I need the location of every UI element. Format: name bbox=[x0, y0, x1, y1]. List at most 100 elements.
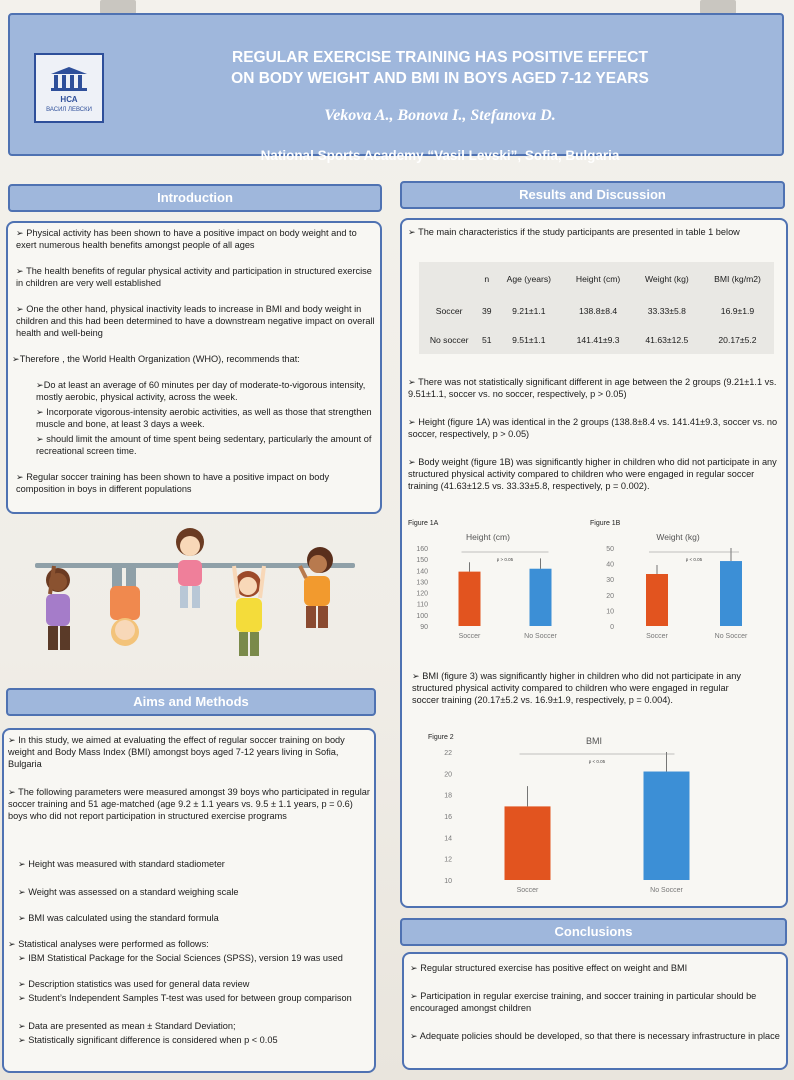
method-item: ➢ Height was measured with standard stad… bbox=[18, 859, 225, 869]
stats-item: ➢ Data are presented as mean ± Standard … bbox=[18, 1021, 236, 1031]
chart-title: Height (cm) bbox=[466, 532, 510, 542]
table-cell: 41.63±12.5 bbox=[645, 335, 689, 345]
table-cell: No soccer bbox=[429, 335, 469, 345]
binder-clip bbox=[700, 0, 736, 14]
y-tick-label: 10 bbox=[606, 608, 614, 615]
logo-motto: ВАСИЛ ЛЕВСКИ bbox=[46, 107, 92, 113]
result-bullet: ➢ Height (figure 1A) was identical in th… bbox=[408, 417, 778, 440]
x-tick-label: No Soccer bbox=[524, 633, 557, 640]
intro-subbullet: ➢ Incorporate vigorous-intensity aerobic… bbox=[36, 407, 372, 430]
stats-heading: ➢ Statistical analyses were performed as… bbox=[8, 939, 209, 949]
table-cell: 9.21±1.1 bbox=[512, 306, 546, 316]
bar bbox=[504, 806, 551, 880]
chart-title: BMI bbox=[586, 736, 602, 746]
table-header-row: n Age (years) Height (cm) Weight (kg) BM… bbox=[419, 262, 774, 296]
figure-label: Figure 2 bbox=[428, 734, 454, 741]
y-tick-label: 160 bbox=[416, 546, 428, 553]
y-tick-label: 20 bbox=[444, 771, 452, 778]
table-cell: 141.41±9.3 bbox=[576, 335, 620, 345]
y-tick-label: 10 bbox=[444, 878, 452, 885]
y-tick-label: 0 bbox=[610, 624, 614, 631]
stats-item: ➢ Description statistics was used for ge… bbox=[18, 979, 250, 989]
y-tick-label: 90 bbox=[420, 624, 428, 631]
result-bullet: ➢ There was not statistically significan… bbox=[408, 377, 777, 400]
results-heading: Results and Discussion bbox=[400, 181, 785, 209]
title-line-1: REGULAR EXERCISE TRAINING HAS POSITIVE E… bbox=[232, 49, 648, 66]
y-tick-label: 100 bbox=[416, 613, 428, 620]
y-tick-label: 120 bbox=[416, 591, 428, 598]
y-tick-label: 130 bbox=[416, 579, 428, 586]
y-tick-label: 20 bbox=[606, 593, 614, 600]
figure-2-bmi-chart: Figure 2 BMI 10 12 14 16 18 20 22 Soccer No Soccer… bbox=[428, 734, 690, 894]
nsa-logo: НСА ВАСИЛ ЛЕВСКИ bbox=[34, 53, 104, 123]
intro-bullet: ➢ Regular soccer training has been shown… bbox=[16, 472, 330, 495]
table-header-cell: Age (years) bbox=[506, 274, 552, 284]
bar bbox=[529, 568, 552, 626]
stats-item: ➢ IBM Statistical Package for the Social… bbox=[18, 953, 343, 963]
y-tick-label: 30 bbox=[606, 577, 614, 584]
authors: Vekova A., Bonova I., Stefanova D. bbox=[324, 107, 556, 124]
y-tick-label: 50 bbox=[606, 546, 614, 553]
method-item: ➢ BMI was calculated using the standard … bbox=[18, 913, 219, 923]
figure-1a-height-chart: Figure 1A Height (cm) 90 100 110 120 130 140 150… bbox=[408, 520, 558, 640]
introduction-heading: Introduction bbox=[8, 184, 382, 212]
logo-text: НСА bbox=[60, 95, 78, 104]
p-value-annotation: p < 0.05 bbox=[589, 759, 606, 764]
y-tick-label: 150 bbox=[416, 557, 428, 564]
table-cell: 51 bbox=[481, 335, 492, 345]
institution: National Sports Academy “Vasil Levski”, … bbox=[260, 148, 620, 163]
y-tick-label: 110 bbox=[417, 602, 428, 609]
aims-heading: Aims and Methods bbox=[6, 688, 376, 716]
table-cell: 33.33±5.8 bbox=[647, 306, 686, 316]
p-value-annotation: p > 0.05 bbox=[497, 557, 514, 562]
y-tick-label: 12 bbox=[444, 857, 452, 864]
x-tick-label: No Soccer bbox=[715, 633, 748, 640]
y-tick-label: 18 bbox=[444, 793, 452, 800]
x-tick-label: Soccer bbox=[646, 633, 668, 640]
intro-subbullet: ➢Do at least an average of 60 minutes pe… bbox=[36, 380, 366, 403]
y-tick-label: 16 bbox=[444, 814, 452, 821]
intro-bullet: ➢ Physical activity has been shown to ha… bbox=[16, 228, 357, 251]
bar bbox=[643, 771, 690, 880]
poster-header: НСА ВАСИЛ ЛЕВСКИ REGULAR EXERCISE TRAINI… bbox=[8, 13, 784, 163]
table-cell: 20.17±5.2 bbox=[718, 335, 757, 345]
intro-bullet: ➢ One the other hand, physical inactivit… bbox=[16, 304, 375, 339]
title-line-2: ON BODY WEIGHT AND BMI IN BOYS AGED 7-12… bbox=[231, 70, 649, 87]
y-tick-label: 140 bbox=[416, 568, 428, 575]
x-tick-label: No Soccer bbox=[650, 887, 683, 894]
table-header-cell bbox=[419, 262, 479, 296]
stats-item: ➢ Student’s Independent Samples T-test w… bbox=[18, 993, 352, 1003]
bar bbox=[458, 571, 481, 626]
x-tick-label: Soccer bbox=[517, 887, 539, 894]
aims-box: ➢ In this study, we aimed at evaluating … bbox=[2, 728, 376, 1073]
intro-bullet: ➢ The health benefits of regular physica… bbox=[16, 266, 372, 289]
table-header-cell: BMI (kg/m2) bbox=[714, 274, 761, 284]
method-item: ➢ Weight was assessed on a standard weig… bbox=[18, 887, 239, 897]
table-header-cell: Height (cm) bbox=[575, 274, 621, 284]
table-cell: 9.51±1.1 bbox=[512, 335, 546, 345]
introduction-box: ➢ Physical activity has been shown to ha… bbox=[6, 221, 382, 514]
table-row: Soccer 39 9.21±1.1 138.8±8.4 33.33±5.8 1… bbox=[419, 296, 774, 326]
aims-bullet: ➢ In this study, we aimed at evaluating … bbox=[8, 735, 345, 770]
table-cell: 16.9±1.9 bbox=[720, 306, 755, 316]
figure-label: Figure 1A bbox=[408, 520, 439, 527]
children-illustration bbox=[35, 528, 355, 656]
participants-table: n Age (years) Height (cm) Weight (kg) BM… bbox=[419, 262, 774, 354]
table-header-cell: Weight (kg) bbox=[644, 274, 689, 284]
conclusions-box: ➢ Regular structured exercise has positi… bbox=[402, 952, 788, 1070]
table-row: No soccer 51 9.51±1.1 141.41±9.3 41.63±1… bbox=[419, 326, 774, 354]
intro-subbullet: ➢ should limit the amount of time spent … bbox=[36, 434, 372, 457]
conclusion-bullet: ➢ Adequate policies should be developed,… bbox=[410, 1031, 780, 1041]
p-value-annotation: p < 0.05 bbox=[686, 557, 703, 562]
bar bbox=[646, 574, 668, 626]
bar bbox=[720, 561, 742, 626]
table-cell: Soccer bbox=[435, 306, 463, 316]
table-header-cell: n bbox=[484, 274, 490, 284]
y-tick-label: 40 bbox=[606, 562, 614, 569]
figure-label: Figure 1B bbox=[590, 520, 621, 527]
result-bullet: ➢ BMI (figure 3) was significantly highe… bbox=[412, 671, 741, 706]
table-cell: 138.8±8.4 bbox=[579, 306, 618, 316]
poster-title: REGULAR EXERCISE TRAINING HAS POSITIVE E… bbox=[130, 47, 750, 89]
conclusions-heading: Conclusions bbox=[400, 918, 787, 946]
